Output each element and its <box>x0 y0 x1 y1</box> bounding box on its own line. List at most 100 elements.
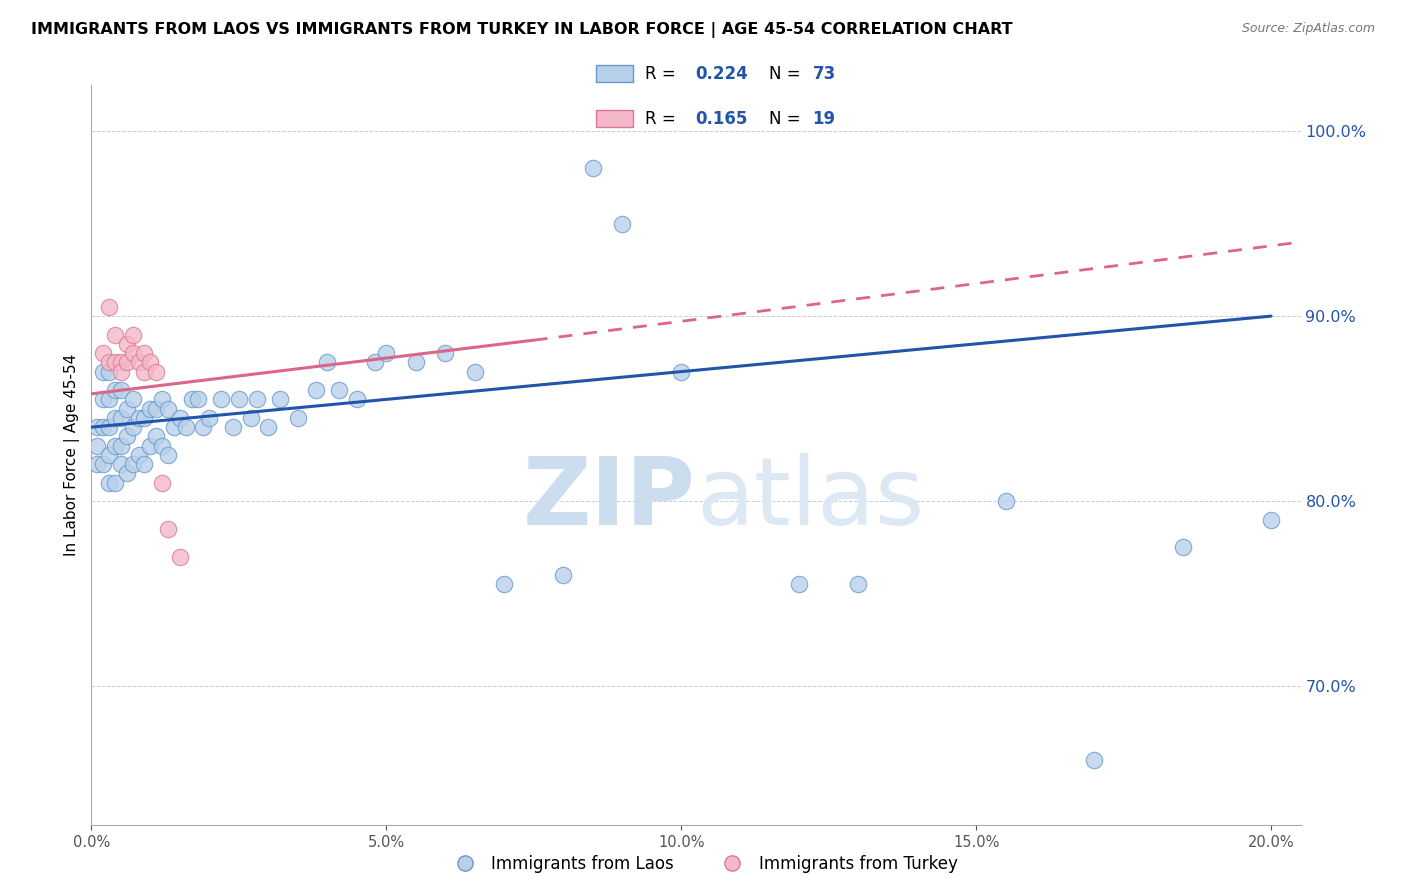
Point <box>86 420 108 434</box>
Point <box>193 420 215 434</box>
Point <box>110 383 132 397</box>
Point <box>846 577 869 591</box>
Point <box>553 568 575 582</box>
Point <box>98 420 121 434</box>
Point <box>86 439 108 453</box>
Point <box>98 365 121 379</box>
Text: 0.224: 0.224 <box>695 64 748 83</box>
Point <box>257 420 280 434</box>
Point <box>98 300 121 314</box>
Point <box>98 392 121 407</box>
Text: R =: R = <box>645 110 682 128</box>
Point <box>115 401 138 416</box>
Point <box>121 420 143 434</box>
Point <box>121 392 143 407</box>
Point <box>346 392 368 407</box>
Point <box>121 327 143 342</box>
Point <box>169 549 191 564</box>
Point <box>145 429 167 443</box>
Text: Source: ZipAtlas.com: Source: ZipAtlas.com <box>1241 22 1375 36</box>
Text: 19: 19 <box>813 110 835 128</box>
Point <box>110 457 132 471</box>
Point <box>671 365 693 379</box>
Point <box>157 448 180 462</box>
Point <box>145 365 167 379</box>
Point <box>128 410 150 425</box>
Point <box>1083 753 1105 767</box>
Point <box>134 365 156 379</box>
Text: atlas: atlas <box>696 453 924 545</box>
Point <box>115 355 138 369</box>
Point <box>145 401 167 416</box>
Point <box>994 494 1017 508</box>
Point <box>150 439 173 453</box>
Point <box>104 475 127 490</box>
Point <box>269 392 291 407</box>
Point <box>1260 513 1282 527</box>
Point <box>464 365 486 379</box>
Point <box>134 346 156 360</box>
Y-axis label: In Labor Force | Age 45-54: In Labor Force | Age 45-54 <box>65 354 80 556</box>
Point <box>163 420 186 434</box>
Point <box>91 346 114 360</box>
Point <box>150 392 173 407</box>
Point <box>582 161 605 175</box>
Point <box>187 392 209 407</box>
Point <box>494 577 516 591</box>
Point <box>110 410 132 425</box>
Point <box>110 355 132 369</box>
Point <box>198 410 221 425</box>
Point <box>104 410 127 425</box>
Point <box>134 457 156 471</box>
Point <box>157 401 180 416</box>
Point <box>1171 541 1194 555</box>
Point <box>139 401 162 416</box>
Point <box>91 392 114 407</box>
Point <box>787 577 810 591</box>
FancyBboxPatch shape <box>596 65 633 82</box>
Text: N =: N = <box>769 64 806 83</box>
Point <box>115 429 138 443</box>
Point <box>115 336 138 351</box>
Point <box>128 355 150 369</box>
Point <box>174 420 197 434</box>
Point <box>110 439 132 453</box>
Point <box>180 392 202 407</box>
Point <box>612 217 634 231</box>
Point <box>157 522 180 536</box>
Point <box>239 410 262 425</box>
Point <box>363 355 385 369</box>
Point <box>104 383 127 397</box>
Point <box>169 410 191 425</box>
Point <box>91 365 114 379</box>
Point <box>110 365 132 379</box>
Point <box>121 457 143 471</box>
Text: IMMIGRANTS FROM LAOS VS IMMIGRANTS FROM TURKEY IN LABOR FORCE | AGE 45-54 CORREL: IMMIGRANTS FROM LAOS VS IMMIGRANTS FROM … <box>31 22 1012 38</box>
Point <box>98 475 121 490</box>
Point <box>128 448 150 462</box>
Text: 0.165: 0.165 <box>695 110 747 128</box>
Point <box>139 439 162 453</box>
Point <box>98 448 121 462</box>
Point <box>150 475 173 490</box>
Point <box>134 410 156 425</box>
Point <box>98 355 121 369</box>
Text: R =: R = <box>645 64 682 83</box>
Point <box>222 420 245 434</box>
Point <box>209 392 232 407</box>
Point <box>328 383 350 397</box>
Point <box>115 467 138 481</box>
Point <box>91 457 114 471</box>
Point <box>228 392 250 407</box>
Point <box>375 346 398 360</box>
Text: 73: 73 <box>813 64 835 83</box>
Point <box>91 420 114 434</box>
FancyBboxPatch shape <box>596 111 633 127</box>
Point <box>86 457 108 471</box>
Point <box>104 355 127 369</box>
Text: ZIP: ZIP <box>523 453 696 545</box>
Point <box>304 383 326 397</box>
Point <box>104 327 127 342</box>
Legend: Immigrants from Laos, Immigrants from Turkey: Immigrants from Laos, Immigrants from Tu… <box>441 848 965 880</box>
Point <box>139 355 162 369</box>
